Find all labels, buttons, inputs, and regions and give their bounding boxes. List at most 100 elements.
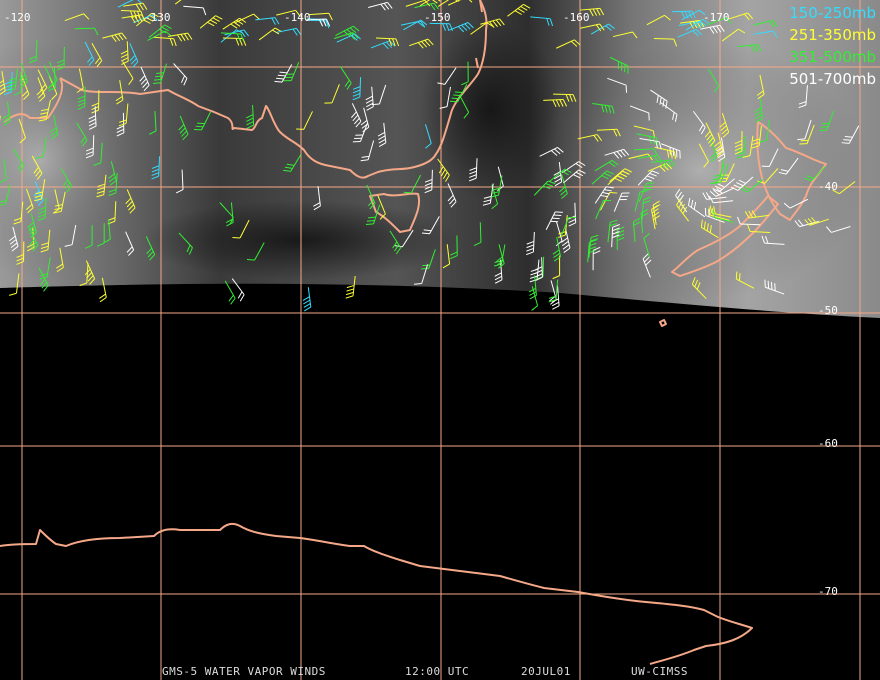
wind-barb	[651, 159, 676, 169]
wind-barb	[591, 170, 614, 185]
wind-barb	[222, 17, 247, 30]
wind-barb	[18, 118, 26, 144]
wind-barb	[129, 43, 139, 68]
wind-barb	[526, 231, 535, 256]
wind-barb	[339, 66, 352, 90]
wind-barb	[734, 131, 743, 155]
wind-barb	[753, 19, 778, 28]
wind-barb	[21, 75, 30, 100]
wind-barb	[740, 179, 764, 193]
latitude-label: -60	[818, 437, 838, 450]
australia-coastline	[3, 0, 488, 179]
wind-barb	[421, 249, 436, 270]
wind-barb	[37, 69, 48, 94]
wind-barb	[737, 44, 762, 53]
wind-barb	[149, 110, 157, 135]
wind-barb	[245, 105, 255, 129]
tasmania-coastline	[369, 192, 420, 233]
wind-barb	[458, 94, 470, 119]
wind-barb	[35, 136, 47, 159]
wind-barb	[595, 199, 612, 220]
wind-barb	[175, 169, 184, 194]
wind-barb	[91, 42, 103, 68]
wind-barb	[64, 13, 90, 22]
wind-barb	[552, 237, 562, 262]
wind-barb	[26, 188, 34, 214]
wind-barb	[224, 280, 236, 305]
wind-barb	[592, 103, 615, 114]
wind-barb	[394, 229, 414, 248]
wind-barb	[609, 56, 629, 74]
wind-barb	[16, 241, 25, 265]
wind-barb	[604, 148, 630, 159]
wind-barb	[709, 195, 734, 204]
wind-barb	[587, 239, 597, 263]
wind-barb	[96, 174, 107, 198]
wind-barb	[757, 168, 779, 184]
wind-barb	[747, 224, 771, 233]
wind-barb	[13, 201, 24, 225]
legend-item-351-500: 351-500mb	[789, 48, 876, 66]
wind-barb	[419, 0, 441, 7]
wind-barb	[414, 2, 439, 11]
wind-barb	[39, 257, 51, 280]
dry-slot-south	[140, 200, 460, 280]
wind-barb	[102, 32, 127, 43]
wind-barb	[40, 229, 51, 253]
wind-barb	[551, 285, 560, 310]
wind-barb	[461, 61, 469, 86]
wind-barb	[414, 264, 429, 285]
cloud-swirl-east	[530, 40, 870, 300]
wind-barb	[19, 62, 28, 88]
wind-barb	[442, 244, 451, 269]
wind-barb	[561, 228, 571, 253]
wind-barb	[468, 158, 478, 182]
wind-barb	[377, 195, 386, 220]
wind-barb	[296, 111, 313, 130]
wind-barb	[429, 22, 454, 32]
wind-barb	[700, 219, 719, 239]
wind-barb	[470, 22, 494, 35]
wind-barb	[737, 216, 761, 226]
wind-barb	[819, 110, 834, 132]
wind-barb	[507, 3, 531, 17]
wind-barb	[333, 32, 359, 40]
wind-barb	[36, 77, 46, 102]
wind-barb	[716, 137, 726, 162]
wind-barb	[3, 72, 13, 96]
wind-barb	[783, 198, 809, 209]
wind-barb	[220, 29, 244, 43]
wind-barb	[8, 226, 19, 252]
wind-barb	[712, 158, 725, 181]
wind-barb	[559, 174, 568, 199]
wind-barb	[632, 217, 641, 242]
wind-barb	[246, 242, 265, 261]
antarctica-coastline	[0, 522, 753, 665]
wind-barb	[31, 155, 43, 180]
wind-barb	[594, 186, 614, 204]
longitude-label: -150	[424, 11, 451, 24]
legend-item-251-350: 251-350mb	[789, 26, 876, 44]
wind-barb	[235, 13, 260, 23]
wind-barb	[616, 226, 625, 251]
wind-barb	[647, 163, 673, 172]
wind-barb	[721, 28, 746, 42]
coastlines	[0, 0, 827, 665]
wind-barb	[588, 234, 599, 258]
caption-source: UW-CIMSS	[631, 665, 688, 678]
wind-barb	[193, 111, 211, 131]
wind-barb	[219, 202, 234, 225]
wind-barb	[371, 84, 387, 106]
wind-barb	[121, 14, 147, 24]
wind-barb	[533, 180, 556, 196]
wind-barb	[691, 277, 707, 300]
wind-barb	[421, 216, 440, 235]
wind-barb	[108, 172, 118, 196]
wind-barb	[48, 67, 56, 92]
wind-barb	[607, 170, 630, 186]
wind-barb	[753, 30, 778, 38]
caption-date: 20JUL01	[521, 665, 571, 678]
wind-barb	[108, 161, 117, 186]
wind-barb	[174, 0, 182, 5]
